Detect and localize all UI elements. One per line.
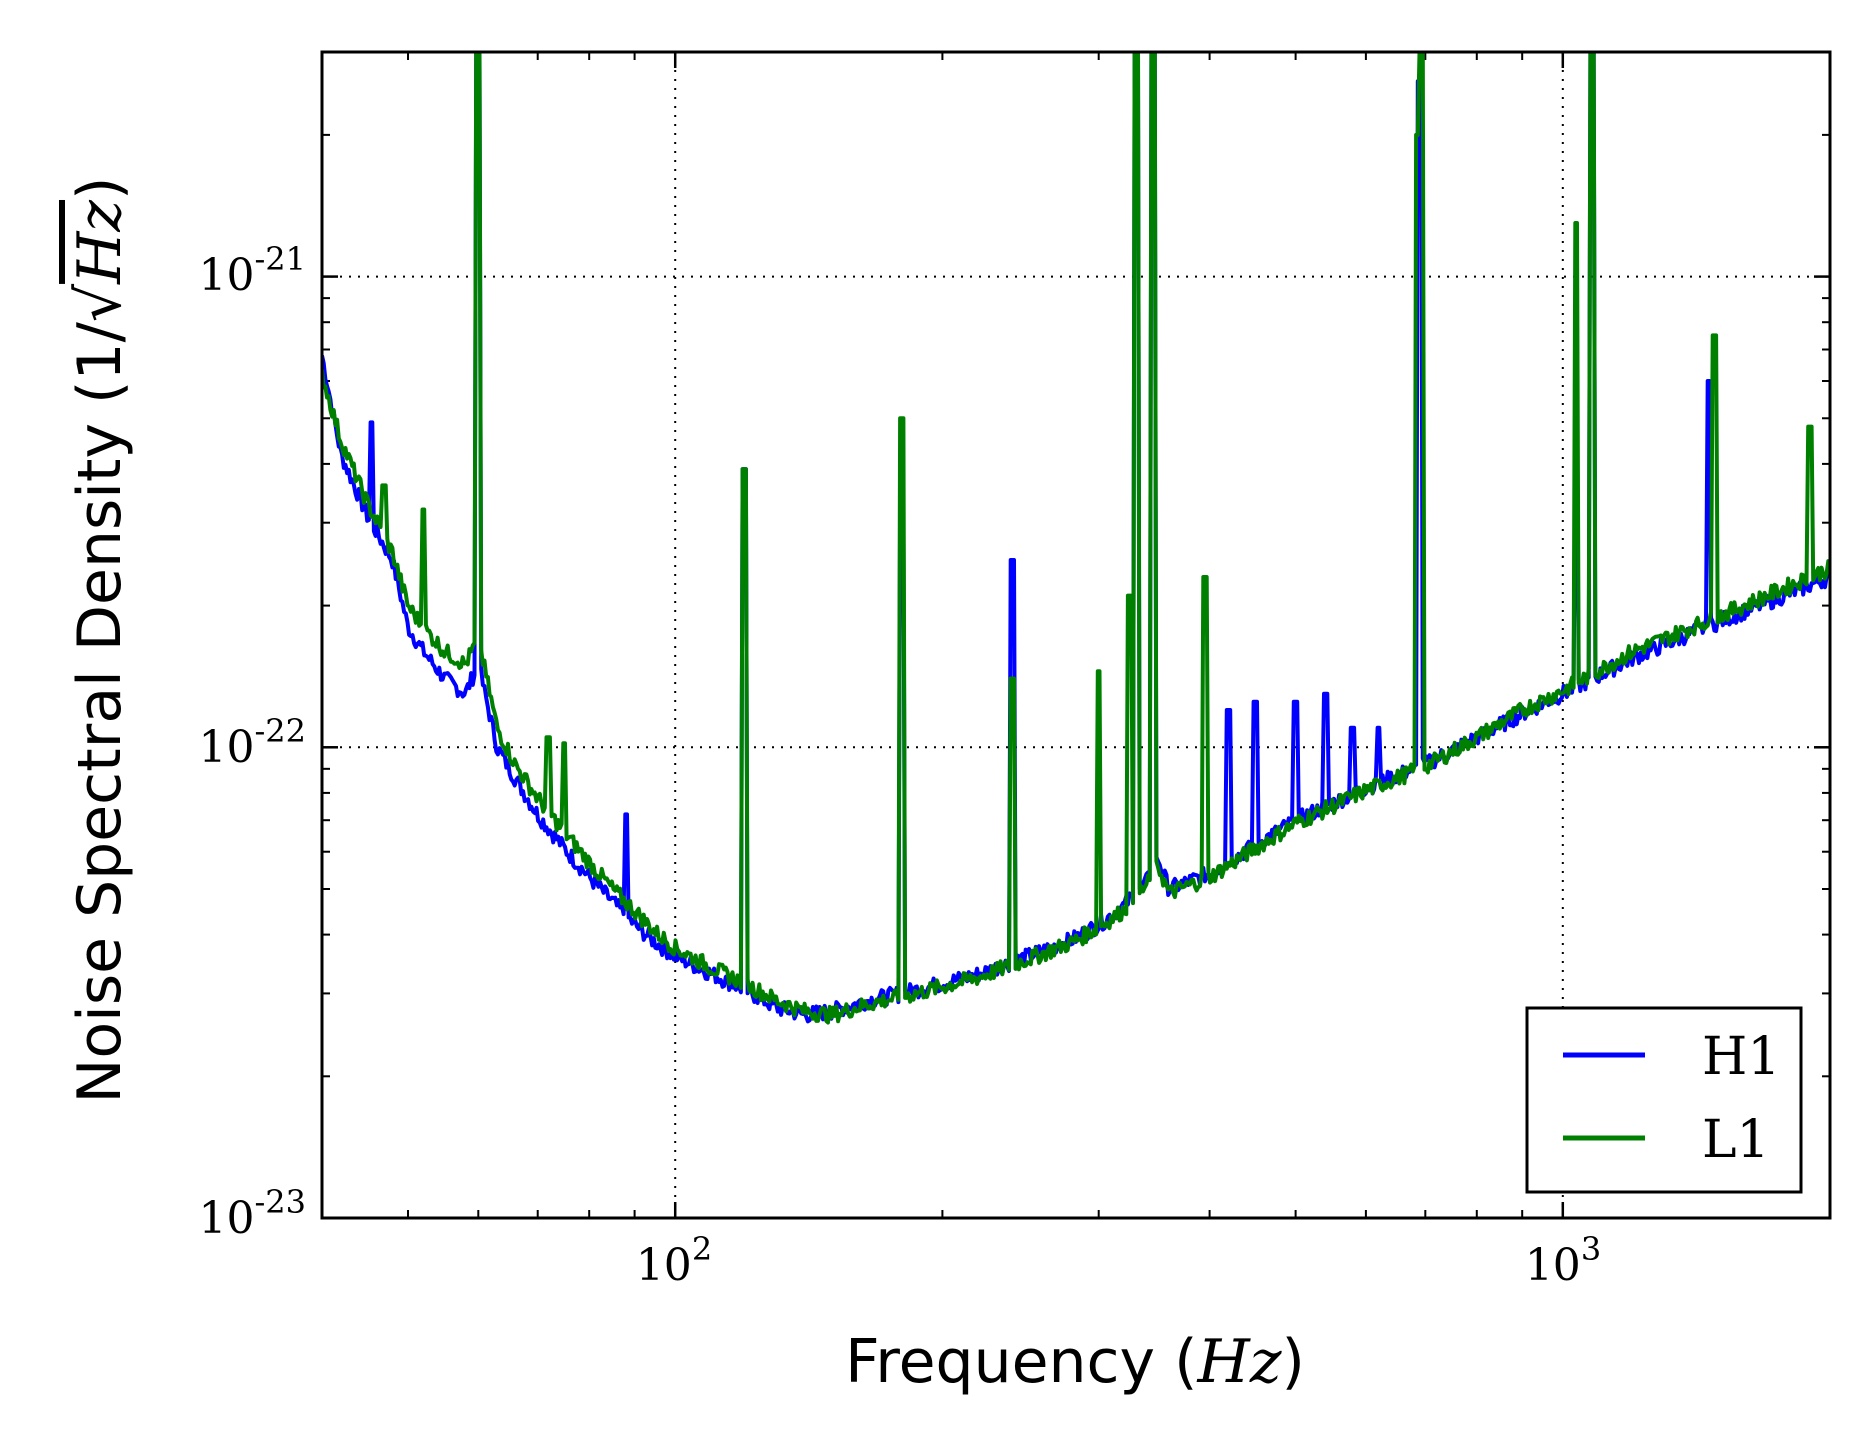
x-tick-label-100: 102 (636, 1230, 712, 1291)
x-tick-label-1000: 103 (1525, 1230, 1601, 1291)
x-axis-title: Frequency (Hz) (845, 1327, 1305, 1397)
y-tick-label-1e-21: 10-21 (198, 240, 306, 301)
series-line-l1 (322, 52, 1830, 1025)
y-tick-label-1e-23: 10-23 (198, 1183, 306, 1244)
legend-label-l1: L1 (1702, 1110, 1770, 1170)
y-tick-label-1e-22: 10-22 (198, 712, 306, 773)
legend: H1 L1 (1525, 1006, 1803, 1194)
y-axis-title: Noise Spectral Density (1/√Hz) (65, 177, 135, 1104)
legend-box (1525, 1006, 1803, 1194)
legend-label-h1: H1 (1702, 1027, 1780, 1087)
svg-text:Noise Spectral Density (1/√Hz): Noise Spectral Density (1/√Hz) (65, 177, 135, 1104)
plot-area (322, 52, 1830, 1025)
plot-frame (320, 50, 1832, 1220)
